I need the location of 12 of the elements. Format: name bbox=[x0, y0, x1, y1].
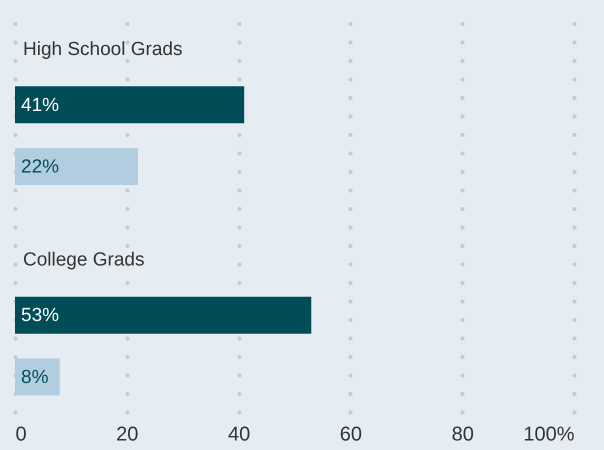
data-label: 53% bbox=[21, 305, 60, 326]
data-label: 8% bbox=[21, 366, 49, 388]
x-tick-label: 20 bbox=[116, 424, 138, 446]
x-tick-label: 0 bbox=[16, 424, 27, 446]
y-tick-label: High School Grads bbox=[23, 39, 182, 60]
data-label: 41% bbox=[21, 94, 60, 116]
y-tick-label: College Grads bbox=[23, 249, 144, 270]
x-tick-label: 80 bbox=[452, 424, 474, 446]
x-tick-label: 100% bbox=[523, 424, 575, 446]
x-tick-label: 60 bbox=[340, 424, 362, 446]
data-label: 22% bbox=[21, 156, 60, 178]
x-tick-label: 40 bbox=[228, 424, 250, 446]
